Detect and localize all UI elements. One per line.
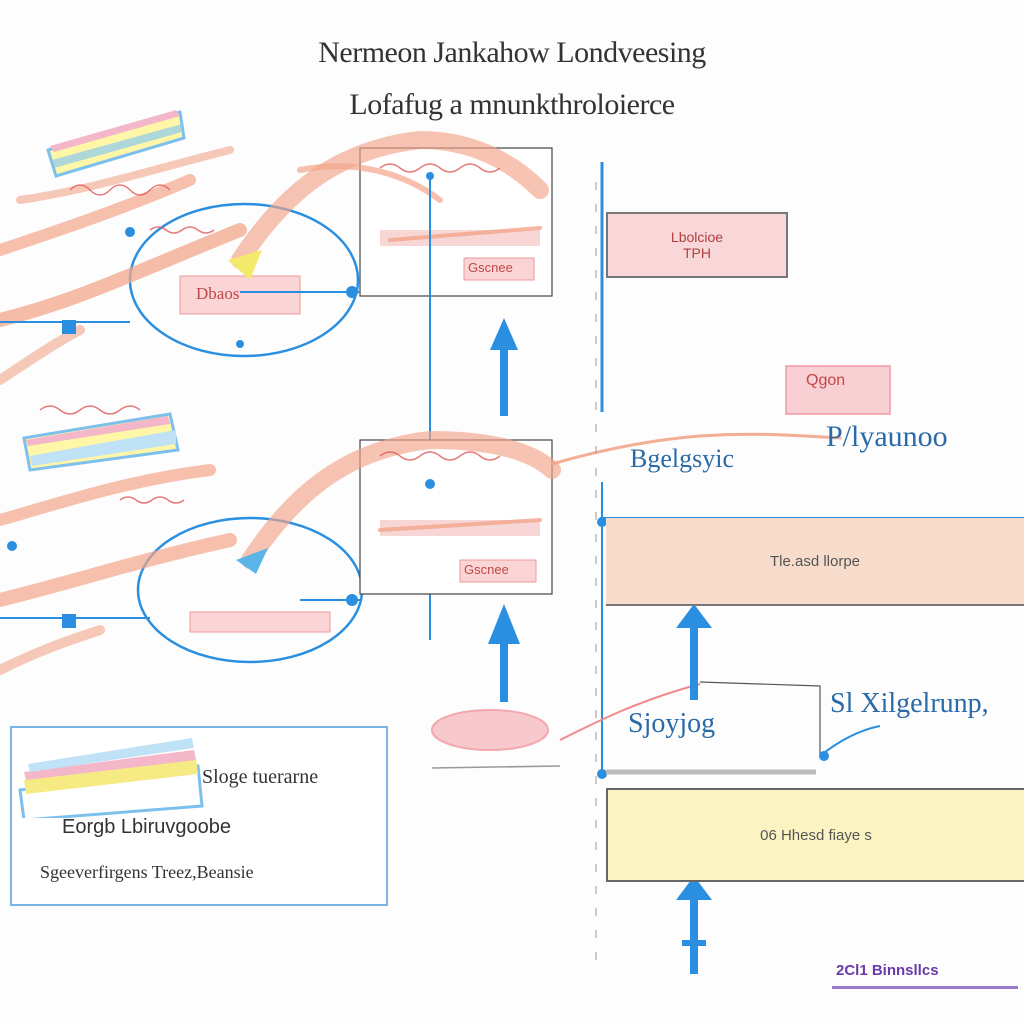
right-up-arrow	[676, 604, 712, 700]
middle-container-label: Gscnee	[464, 562, 509, 577]
footer-underline	[832, 986, 1018, 989]
middle-process-ellipse	[136, 516, 364, 664]
top-salmon-swooshes	[0, 130, 549, 385]
mid-left-label: Bgelgsyic	[630, 444, 734, 473]
legend-box: Sloge tuerarne Eorgb Lbiruvgoobe Sgeever…	[10, 726, 388, 906]
legend-line-3: Sgeeverfirgens Treez,Beansie	[40, 862, 254, 882]
up-arrow-upper	[490, 318, 518, 416]
top-pink-box-label-1: Lbolcioe	[670, 229, 724, 245]
center-up-arrows	[488, 318, 520, 702]
top-pink-box-label-2: TPH	[683, 245, 711, 261]
mid-right-label: P/lyaunoo	[826, 420, 948, 453]
yellow-box: 06 Hhesd fiaye s	[606, 788, 1024, 882]
pink-tag-label: Qgon	[806, 372, 846, 389]
pink-tag	[785, 365, 891, 415]
lower-right-label: Sl Xilgelrunp,	[830, 688, 989, 719]
diagram-subtitle: Lofafug a mnunkthroloierce	[349, 88, 675, 121]
middle-section-diagram	[0, 405, 842, 675]
right-column-structure	[431, 162, 1024, 974]
legend-layer-icon	[18, 738, 204, 818]
top-pink-box: Lbolcioe TPH	[606, 212, 788, 278]
yellow-box-label: 06 Hhesd fiaye s	[760, 826, 872, 844]
peach-box-label: Tle.asd llorpe	[769, 552, 861, 570]
legend-line-1: Sloge tuerarne	[202, 766, 319, 788]
pink-pill-shape	[431, 709, 549, 751]
layer-stack-icon-top	[46, 110, 186, 178]
layer-stack-icon-middle	[22, 412, 180, 472]
lower-left-label: Sjoyjog	[628, 708, 716, 739]
top-container-label: Gscnee	[468, 260, 513, 275]
middle-salmon-swooshes	[0, 430, 842, 675]
top-section-diagram	[0, 110, 553, 640]
up-arrow-lower	[488, 604, 520, 702]
peach-box: Tle.asd llorpe	[606, 518, 1024, 606]
diagram-title: Nermeon Jankahow Londveesing	[318, 36, 706, 69]
top-inner-label: Dbaos	[196, 284, 240, 303]
right-bottom-arrow	[676, 876, 712, 974]
legend-line-2: Eorgb Lbiruvgoobe	[62, 816, 232, 838]
footer-label: 2Cl1 Binnsllcs	[836, 962, 939, 979]
